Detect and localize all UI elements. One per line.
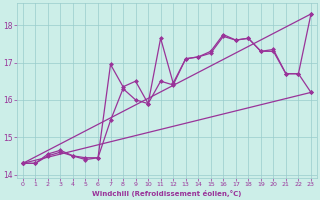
- X-axis label: Windchill (Refroidissement éolien,°C): Windchill (Refroidissement éolien,°C): [92, 190, 242, 197]
